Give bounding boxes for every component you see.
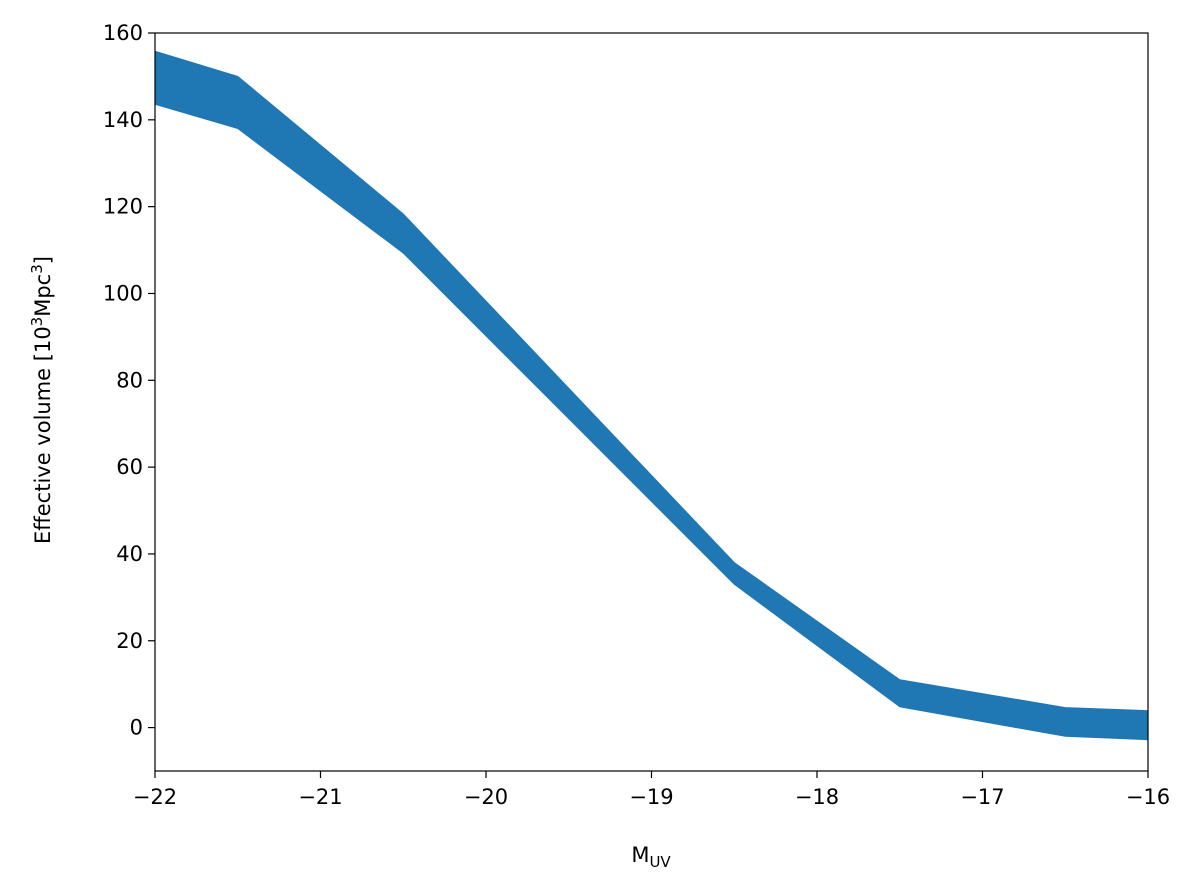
x-tick-label: −17	[960, 785, 1004, 809]
y-tick-label: 140	[103, 108, 143, 132]
y-tick-label: 160	[103, 21, 143, 45]
x-label-main: M	[631, 843, 649, 867]
y-tick-label: 100	[103, 281, 143, 305]
y-label-part: Mpc	[31, 274, 55, 317]
x-tick-label: −16	[1126, 785, 1170, 809]
y-axis-label: Effective volume [103Mpc3]	[28, 256, 55, 544]
y-tick-label: 120	[103, 195, 143, 219]
x-tick-label: −22	[133, 785, 177, 809]
y-tick-label: 80	[116, 368, 143, 392]
y-tick-label: 40	[116, 542, 143, 566]
y-label-sup: 3	[28, 264, 46, 274]
y-tick-label: 0	[130, 716, 143, 740]
y-tick-label: 60	[116, 455, 143, 479]
x-axis-label: MUV	[631, 843, 671, 871]
y-label-part: ]	[31, 256, 55, 264]
x-label-sub: UV	[649, 853, 671, 871]
y-label-sup: 3	[28, 317, 46, 327]
y-label-part: Effective volume [10	[31, 326, 55, 544]
x-tick-label: −20	[464, 785, 508, 809]
x-tick-label: −19	[629, 785, 673, 809]
area-band	[154, 50, 1149, 741]
y-tick-label: 20	[116, 629, 143, 653]
x-tick-label: −21	[298, 785, 342, 809]
x-tick-label: −18	[795, 785, 839, 809]
